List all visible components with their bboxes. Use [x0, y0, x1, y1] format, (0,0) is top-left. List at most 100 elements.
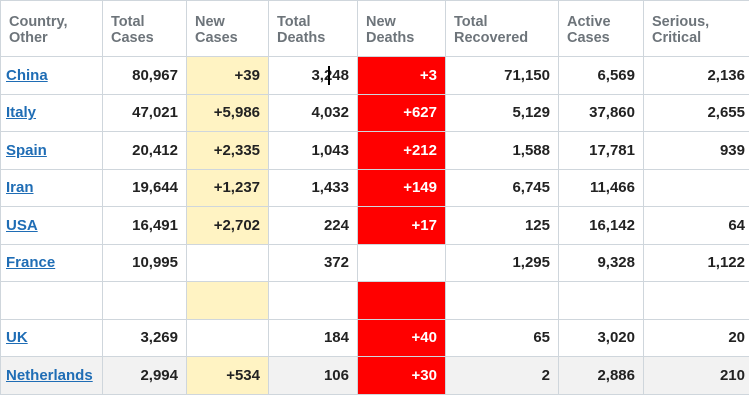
- cell-new-deaths: +40: [357, 318, 446, 357]
- coronavirus-stats-table: Country, Other Total Cases New Cases Total D…: [0, 0, 749, 395]
- table-row: Spain 20,412 +2,335 1,043 +212 1,588 17,781 939: [0, 131, 749, 170]
- cell-serious-critical: 210: [643, 356, 749, 395]
- cell-serious-critical: 2,655: [643, 93, 749, 132]
- cell-active-cases: 9,328: [558, 243, 644, 282]
- table-row: UK 3,269 184 +40 65 3,020 20: [0, 318, 749, 357]
- cell-total-deaths: 106: [268, 356, 358, 395]
- cell-total-cases: [102, 281, 187, 320]
- table-header-row: Country, Other Total Cases New Cases Total D…: [0, 0, 749, 57]
- cell-new-deaths: +627: [357, 93, 446, 132]
- cell-total-recovered: 1,295: [445, 243, 559, 282]
- cell-active-cases: 11,466: [558, 168, 644, 207]
- country-link[interactable]: USA: [6, 216, 38, 234]
- cell-new-deaths: [357, 281, 446, 320]
- table-row: Netherlands 2,994 +534 106 +30 2 2,886 210: [0, 356, 749, 395]
- cell-new-cases: [186, 243, 269, 282]
- cell-country: Italy: [0, 93, 103, 132]
- cell-total-cases: 47,021: [102, 93, 187, 132]
- cell-total-recovered: 5,129: [445, 93, 559, 132]
- cell-active-cases: 16,142: [558, 206, 644, 245]
- cell-total-deaths: [268, 281, 358, 320]
- country-link[interactable]: Italy: [6, 104, 37, 122]
- table-row: Iran 19,644 +1,237 1,433 +149 6,745 11,466: [0, 168, 749, 207]
- header-total-deaths[interactable]: Total Deaths: [268, 0, 358, 57]
- cell-serious-critical: 20: [643, 318, 749, 357]
- cell-total-cases: 2,994: [102, 356, 187, 395]
- cell-total-recovered: 65: [445, 318, 559, 357]
- cell-serious-critical: [643, 168, 749, 207]
- cell-total-recovered: [445, 281, 559, 320]
- header-serious-critical[interactable]: Serious, Critical: [643, 0, 749, 57]
- cell-new-cases: +5,986: [186, 93, 269, 132]
- cell-serious-critical: 939: [643, 131, 749, 170]
- cell-serious-critical: 64: [643, 206, 749, 245]
- cell-new-deaths: +149: [357, 168, 446, 207]
- cell-active-cases: 37,860: [558, 93, 644, 132]
- cell-total-deaths: 224: [268, 206, 358, 245]
- cell-new-deaths: +17: [357, 206, 446, 245]
- cell-new-cases: [186, 281, 269, 320]
- cell-total-recovered: 1,588: [445, 131, 559, 170]
- cell-active-cases: 17,781: [558, 131, 644, 170]
- cell-total-recovered: 2: [445, 356, 559, 395]
- cell-active-cases: 2,886: [558, 356, 644, 395]
- country-link[interactable]: UK: [6, 329, 28, 347]
- cell-active-cases: 6,569: [558, 56, 644, 95]
- table-row: France 10,995 372 1,295 9,328 1,122: [0, 243, 749, 282]
- table-row: Italy 47,021 +5,986 4,032 +627 5,129 37,860 2,6…: [0, 93, 749, 132]
- cell-total-recovered: 6,745: [445, 168, 559, 207]
- cell-total-deaths: 184: [268, 318, 358, 357]
- country-link[interactable]: France: [6, 254, 56, 272]
- header-new-cases[interactable]: New Cases: [186, 0, 269, 57]
- header-active-cases[interactable]: Active Cases: [558, 0, 644, 57]
- cell-new-cases: +2,335: [186, 131, 269, 170]
- cell-total-deaths: 3,248: [268, 56, 358, 95]
- cell-new-deaths: +212: [357, 131, 446, 170]
- cell-country: Spain: [0, 131, 103, 170]
- cell-total-cases: 19,644: [102, 168, 187, 207]
- cell-total-cases: 10,995: [102, 243, 187, 282]
- country-link[interactable]: China: [6, 66, 48, 84]
- cell-new-deaths: [357, 243, 446, 282]
- cell-serious-critical: 1,122: [643, 243, 749, 282]
- header-new-deaths[interactable]: New Deaths: [357, 0, 446, 57]
- cell-total-deaths: 372: [268, 243, 358, 282]
- cell-country: Iran: [0, 168, 103, 207]
- cell-total-deaths: 1,043: [268, 131, 358, 170]
- country-link[interactable]: Spain: [6, 141, 47, 159]
- cell-new-cases: +39: [186, 56, 269, 95]
- cell-total-cases: 3,269: [102, 318, 187, 357]
- cell-country: [0, 281, 103, 320]
- cell-total-recovered: 125: [445, 206, 559, 245]
- cell-serious-critical: 2,136: [643, 56, 749, 95]
- country-link[interactable]: Iran: [6, 179, 34, 197]
- header-total-cases[interactable]: Total Cases: [102, 0, 187, 57]
- cell-total-cases: 20,412: [102, 131, 187, 170]
- table-row: China 80,967 +39 3,248 +3 71,150 6,569 2,136: [0, 56, 749, 95]
- cell-total-deaths: 1,433: [268, 168, 358, 207]
- cell-total-cases: 80,967: [102, 56, 187, 95]
- cell-total-cases: 16,491: [102, 206, 187, 245]
- cell-country: France: [0, 243, 103, 282]
- cell-new-cases: +1,237: [186, 168, 269, 207]
- cell-country: UK: [0, 318, 103, 357]
- header-country[interactable]: Country, Other: [0, 0, 103, 57]
- cell-active-cases: [558, 281, 644, 320]
- cell-new-cases: +2,702: [186, 206, 269, 245]
- cell-total-recovered: 71,150: [445, 56, 559, 95]
- cell-country: China: [0, 56, 103, 95]
- cell-total-deaths: 4,032: [268, 93, 358, 132]
- country-link[interactable]: Netherlands: [6, 366, 93, 384]
- cell-new-deaths: +3: [357, 56, 446, 95]
- table-row: USA 16,491 +2,702 224 +17 125 16,142 64: [0, 206, 749, 245]
- cell-active-cases: 3,020: [558, 318, 644, 357]
- cell-country: USA: [0, 206, 103, 245]
- text-cursor: [328, 66, 330, 85]
- cell-new-cases: +534: [186, 356, 269, 395]
- header-total-recovered[interactable]: Total Recovered: [445, 0, 559, 57]
- cell-new-deaths: +30: [357, 356, 446, 395]
- cell-new-cases: [186, 318, 269, 357]
- cell-serious-critical: [643, 281, 749, 320]
- cell-country: Netherlands: [0, 356, 103, 395]
- table-row: [0, 281, 749, 320]
